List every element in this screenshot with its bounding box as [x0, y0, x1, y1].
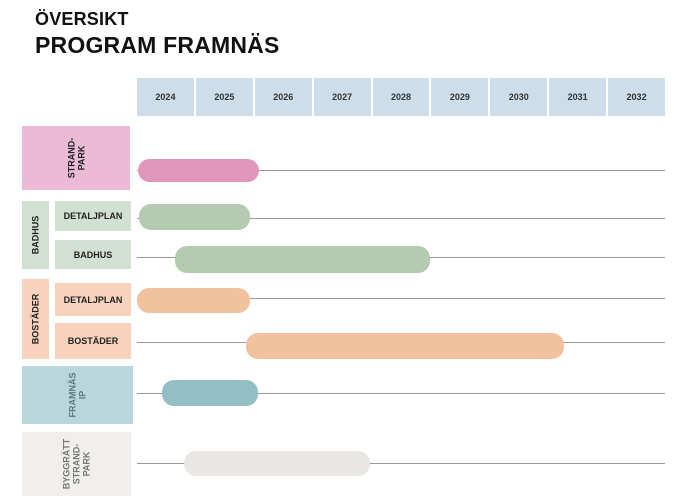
year-header: 2024 2025 2026 2027 2028 2029 2030 2031 … — [137, 78, 666, 116]
timeline-line-bostader-detaljplan — [137, 298, 665, 299]
page-title: PROGRAM FRAMNÄS — [35, 32, 280, 58]
group-framnas-ip-label: FRAMNÄS IP — [67, 372, 88, 418]
bar-framnas-ip — [162, 380, 258, 406]
row-bostader-bostader-label: BOSTÄDER — [55, 323, 131, 359]
row-badhus-badhus-label: BADHUS — [55, 240, 131, 269]
year-2029: 2029 — [431, 78, 491, 116]
group-bostader-label: BOSTÄDER — [30, 293, 41, 345]
group-strandpark: STRAND- PARK — [22, 126, 130, 190]
group-byggratt-strandpark-label: BYGGRÄTT STRAND- PARK — [61, 438, 92, 490]
group-byggratt-strandpark: BYGGRÄTT STRAND- PARK — [22, 432, 131, 496]
year-2025: 2025 — [195, 78, 255, 116]
timeline-line-strandpark — [137, 170, 665, 171]
bar-bostader-bostader — [246, 333, 564, 359]
timeline-line-badhus-detaljplan — [137, 218, 665, 219]
group-strandpark-label: STRAND- PARK — [66, 137, 86, 179]
timeline-line-byggratt — [137, 463, 665, 464]
year-2031: 2031 — [549, 78, 609, 116]
year-2030: 2030 — [490, 78, 550, 116]
bar-strandpark — [138, 159, 259, 182]
bar-bostader-detaljplan — [137, 288, 250, 313]
bar-badhus-badhus — [175, 246, 430, 273]
row-badhus-detaljplan-label: DETALJPLAN — [55, 201, 131, 231]
year-2028: 2028 — [372, 78, 432, 116]
bar-byggratt-strandpark — [184, 451, 370, 476]
row-bostader-detaljplan-label: DETALJPLAN — [55, 283, 131, 316]
group-bostader: BOSTÄDER — [22, 279, 49, 359]
bar-badhus-detaljplan — [139, 204, 250, 230]
page-subtitle: ÖVERSIKT — [35, 9, 129, 29]
group-badhus-label: BADHUS — [30, 215, 41, 255]
group-framnas-ip: FRAMNÄS IP — [22, 366, 133, 424]
year-2032: 2032 — [608, 78, 666, 116]
group-badhus: BADHUS — [22, 201, 49, 269]
year-2026: 2026 — [254, 78, 314, 116]
timeline-line-framnas-ip — [137, 393, 665, 394]
year-2027: 2027 — [313, 78, 373, 116]
year-2024: 2024 — [137, 78, 196, 116]
